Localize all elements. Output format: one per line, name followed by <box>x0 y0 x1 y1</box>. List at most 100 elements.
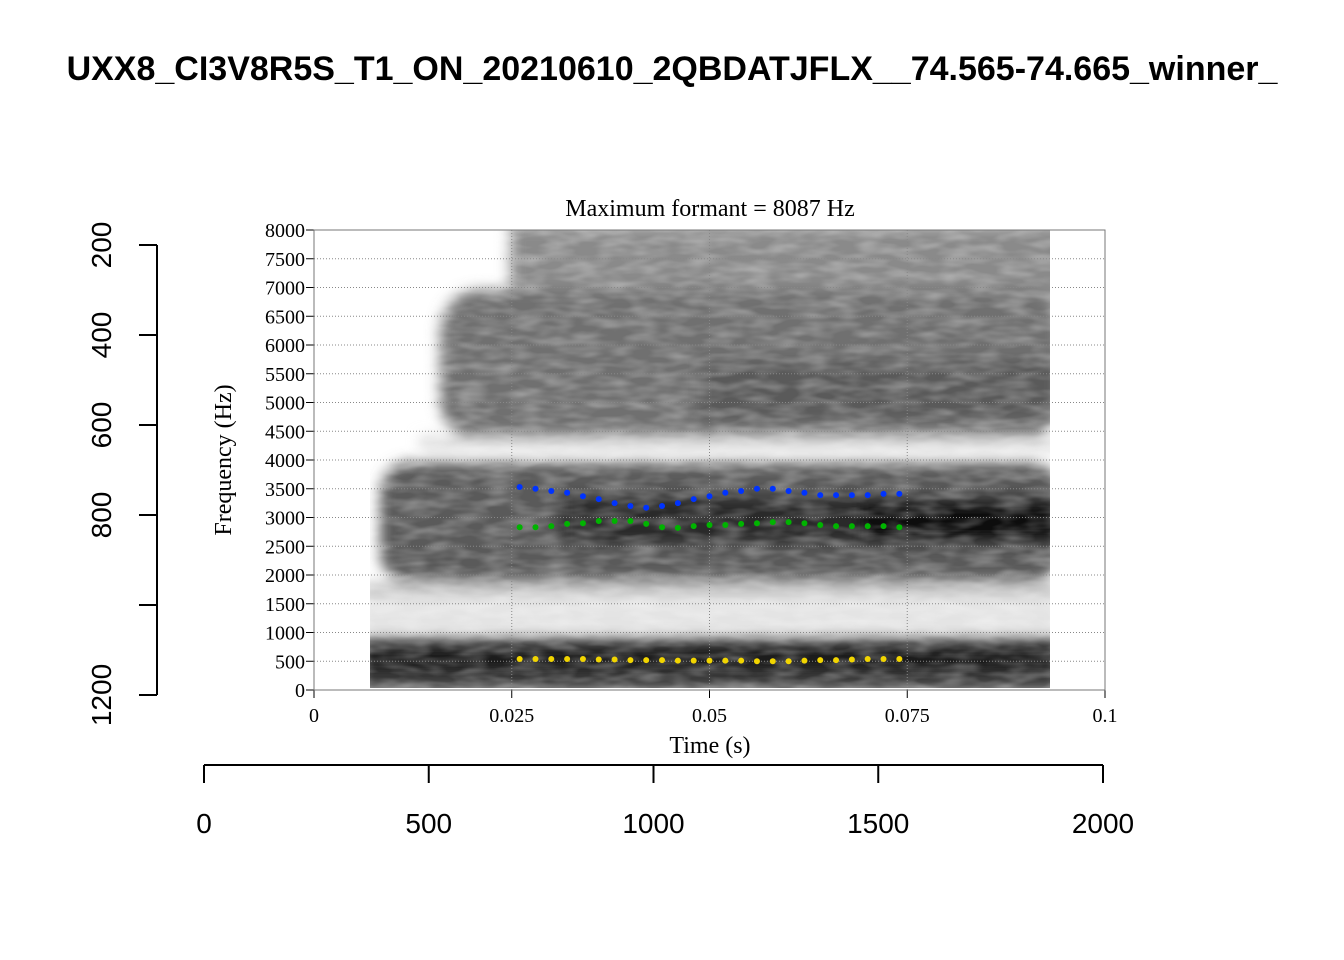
formant-point <box>532 655 539 662</box>
formant-point <box>564 655 571 662</box>
formant-point <box>659 657 666 664</box>
formant-point <box>548 523 555 530</box>
formant-point <box>564 520 571 527</box>
formant-point <box>706 493 713 500</box>
formant-point <box>738 657 745 664</box>
formant-point <box>864 523 871 530</box>
y-tick-label: 200 <box>86 222 117 269</box>
x-tick-label: 500 <box>405 808 452 839</box>
y-tick-label: 7000 <box>265 278 305 300</box>
formant-point <box>611 517 618 524</box>
formant-point <box>848 492 855 499</box>
y-tick-label: 7500 <box>265 249 305 271</box>
formant-point <box>785 519 792 526</box>
formant-point <box>833 523 840 530</box>
formant-point <box>564 489 571 496</box>
y-tick-label: 1200 <box>86 664 117 726</box>
formant-point <box>706 657 713 664</box>
formant-point <box>516 484 523 491</box>
formant-point <box>659 503 666 509</box>
y-tick-label: 8000 <box>265 220 305 242</box>
formant-point <box>722 657 729 664</box>
formant-point <box>595 496 602 503</box>
formant-point <box>579 493 586 500</box>
formant-point <box>833 657 840 664</box>
formant-point <box>880 490 887 497</box>
x-tick-label: 1000 <box>622 808 684 839</box>
x-tick-label: 0 <box>196 808 212 839</box>
formant-point <box>817 657 824 664</box>
y-tick-label: 600 <box>86 402 117 449</box>
formant-point <box>548 655 555 662</box>
main-title: UXX8_CI3V8R5S_T1_ON_20210610_2QBDATJFLX_… <box>67 50 1279 88</box>
x-tick-label: 0.025 <box>489 705 534 727</box>
y-tick-label: 400 <box>86 312 117 359</box>
y-axis-label: Frequency (Hz) <box>211 384 237 535</box>
formant-point <box>579 520 586 527</box>
y-tick-label: 500 <box>275 651 305 673</box>
y-tick-label: 5000 <box>265 393 305 415</box>
formant-point <box>627 657 634 664</box>
formant-point <box>690 496 697 503</box>
formant-point <box>643 504 650 511</box>
spectrogram <box>370 230 1050 688</box>
x-tick-label: 1500 <box>847 808 909 839</box>
y-tick-label: 2500 <box>265 536 305 558</box>
x-axis-label: Time (s) <box>669 733 750 759</box>
x-tick-label: 0.05 <box>692 705 727 727</box>
formant-point <box>896 655 903 662</box>
formant-point <box>769 519 776 526</box>
plot-frame <box>313 229 1106 691</box>
formant-point <box>611 656 618 663</box>
formant-point <box>817 492 824 499</box>
formant-point <box>801 657 808 664</box>
formant-point <box>643 520 650 527</box>
formant-point <box>516 524 523 531</box>
y-tick-label: 5500 <box>265 364 305 386</box>
formant-point <box>753 658 760 665</box>
x-tick-label: 0 <box>309 705 319 727</box>
y-tick-label: 0 <box>295 680 305 702</box>
y-tick-label: 1500 <box>265 594 305 616</box>
formant-point <box>753 520 760 527</box>
formant-point <box>706 521 713 528</box>
formant-point <box>880 523 887 530</box>
formant-point <box>674 657 681 664</box>
formant-point <box>690 523 697 530</box>
y-tick-label: 4000 <box>265 450 305 472</box>
y-tick-label: 2000 <box>265 565 305 587</box>
formant-point <box>738 488 745 495</box>
formant-point <box>627 503 634 509</box>
y-tick-label: 6500 <box>265 306 305 328</box>
formant-point <box>801 489 808 496</box>
formant-point <box>579 655 586 662</box>
formant-point <box>674 500 681 507</box>
formant-point <box>532 485 539 492</box>
formant-point <box>690 657 697 664</box>
formant-point <box>595 656 602 663</box>
formant-point <box>722 521 729 528</box>
formant-point <box>595 517 602 524</box>
y-tick-label: 3000 <box>265 508 305 530</box>
y-tick-label: 800 <box>86 492 117 539</box>
formant-point <box>611 500 618 507</box>
formant-point <box>848 523 855 530</box>
formant-point <box>880 655 887 662</box>
formant-point <box>864 655 871 662</box>
formant-point <box>659 524 666 531</box>
formant-point <box>769 658 776 665</box>
plot-title: Maximum formant = 8087 Hz <box>565 196 855 222</box>
y-tick-label: 6000 <box>265 335 305 357</box>
formant-point <box>896 524 903 531</box>
x-tick-label: 0.075 <box>885 705 930 727</box>
formant-point <box>753 485 760 492</box>
x-tick-label: 0.1 <box>1093 705 1118 727</box>
formant-point <box>785 658 792 665</box>
formant-point <box>722 489 729 496</box>
formant-point <box>532 524 539 531</box>
formant-point <box>627 517 634 524</box>
formant-point <box>864 492 871 499</box>
formant-point <box>801 520 808 527</box>
